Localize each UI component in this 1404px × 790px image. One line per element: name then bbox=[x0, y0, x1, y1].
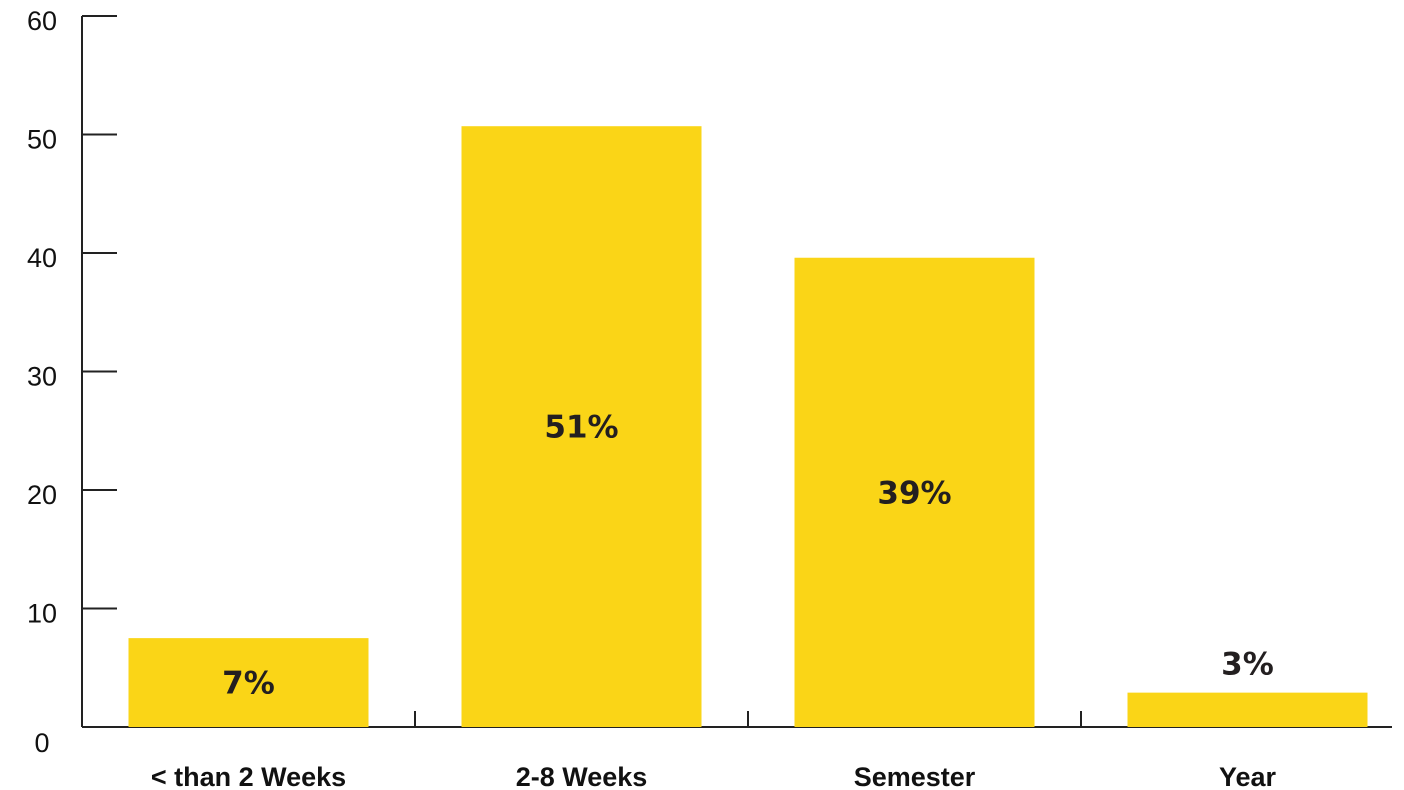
y-tick-label: 10 bbox=[27, 599, 57, 629]
bar bbox=[1127, 692, 1368, 727]
data-label: 3% bbox=[1221, 647, 1274, 683]
y-tick-label: 50 bbox=[27, 125, 57, 155]
y-axis: 0 10 20 30 40 50 60 bbox=[27, 6, 117, 758]
bars bbox=[128, 126, 1368, 727]
y-tick-label: 60 bbox=[27, 6, 57, 36]
x-tick-label: Semester bbox=[854, 762, 976, 790]
x-tick-label: Year bbox=[1219, 762, 1277, 790]
bar bbox=[461, 126, 702, 727]
bar bbox=[128, 638, 369, 727]
y-tick-label: 40 bbox=[27, 243, 57, 273]
x-axis: < than 2 Weeks 2-8 Weeks Semester Year bbox=[82, 711, 1392, 790]
data-label: 7% bbox=[222, 666, 275, 702]
x-tick-label: < than 2 Weeks bbox=[151, 762, 346, 790]
data-label: 39% bbox=[877, 475, 951, 511]
y-tick-label: 30 bbox=[27, 362, 57, 392]
x-tick-label: 2-8 Weeks bbox=[516, 762, 648, 790]
y-tick-label: 20 bbox=[27, 480, 57, 510]
data-labels: 7% 51% 39% 3% bbox=[222, 410, 1274, 702]
bar bbox=[794, 257, 1035, 727]
data-label: 51% bbox=[544, 410, 618, 446]
y-tick-label: 0 bbox=[34, 728, 49, 758]
